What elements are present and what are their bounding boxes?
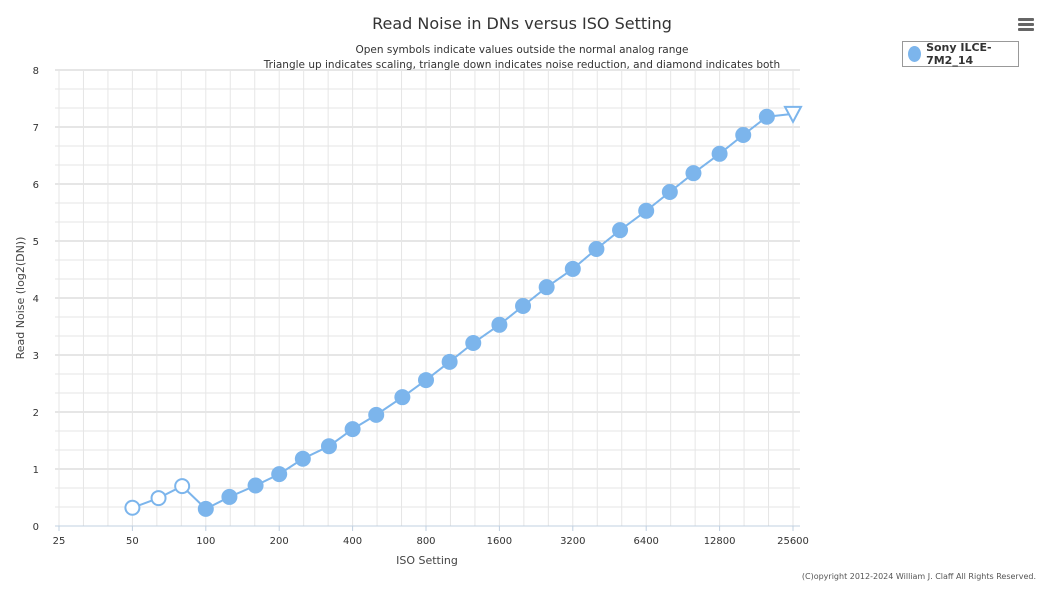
- legend-label: Sony ILCE-7M2_14: [926, 41, 992, 67]
- hamburger-menu-icon[interactable]: [1018, 18, 1034, 32]
- y-tick-label: 4: [33, 294, 39, 305]
- y-tick-label: 6: [33, 180, 39, 191]
- y-tick-label: 5: [33, 237, 39, 248]
- chart-title: Read Noise in DNs versus ISO Setting: [372, 14, 672, 33]
- data-point: [320, 438, 337, 455]
- legend-marker-icon: [908, 46, 922, 62]
- data-point: [491, 316, 508, 333]
- data-point: [247, 477, 264, 494]
- data-point: [638, 202, 655, 219]
- chart-subtitle-1: Open symbols indicate values outside the…: [355, 44, 688, 56]
- x-axis-label: ISO Setting: [396, 554, 458, 567]
- chart-subtitle-2: Triangle up indicates scaling, triangle …: [263, 59, 780, 71]
- x-tick-label: 25: [53, 536, 66, 547]
- y-tick-label: 2: [33, 408, 39, 419]
- data-point: [538, 279, 555, 296]
- data-point: [465, 335, 482, 352]
- x-tick-label: 3200: [560, 536, 585, 547]
- series-line: [132, 112, 794, 511]
- y-tick-label: 0: [33, 522, 39, 533]
- x-tick-label: 400: [343, 536, 362, 547]
- x-tick-label: 25600: [777, 536, 809, 547]
- data-point-open: [174, 478, 191, 495]
- data-point: [564, 260, 581, 277]
- data-point: [441, 353, 458, 370]
- data-point: [685, 165, 702, 182]
- data-point: [221, 488, 238, 505]
- data-point: [588, 240, 605, 257]
- data-point: [394, 389, 411, 406]
- y-tick-label: 1: [33, 465, 39, 476]
- x-tick-label: 200: [270, 536, 289, 547]
- data-point: [711, 145, 728, 162]
- y-axis-label: Read Noise (log2(DN)): [14, 237, 27, 360]
- legend-item[interactable]: Sony ILCE-7M2_14: [902, 41, 1019, 67]
- data-point: [344, 421, 361, 438]
- x-tick-label: 1600: [487, 536, 512, 547]
- data-point: [758, 108, 775, 125]
- data-point-open: [150, 490, 167, 507]
- data-point: [515, 297, 532, 314]
- data-point: [735, 126, 752, 143]
- data-point-open: [124, 499, 141, 516]
- y-tick-label: 8: [33, 66, 39, 77]
- x-tick-label: 100: [196, 536, 215, 547]
- data-point: [271, 466, 288, 483]
- x-tick-label: 50: [126, 536, 139, 547]
- data-point: [661, 183, 678, 200]
- x-tick-label: 12800: [704, 536, 736, 547]
- data-point: [612, 222, 629, 239]
- data-point: [294, 450, 311, 467]
- y-tick-label: 7: [33, 123, 39, 134]
- data-point: [418, 372, 434, 389]
- data-point: [368, 406, 385, 423]
- copyright: (C)opyright 2012-2024 William J. Claff A…: [802, 572, 1036, 581]
- data-point-triangle-down: [783, 105, 803, 125]
- data-point: [197, 500, 214, 517]
- y-tick-label: 3: [33, 351, 39, 362]
- x-tick-label: 6400: [633, 536, 658, 547]
- x-tick-label: 800: [416, 536, 435, 547]
